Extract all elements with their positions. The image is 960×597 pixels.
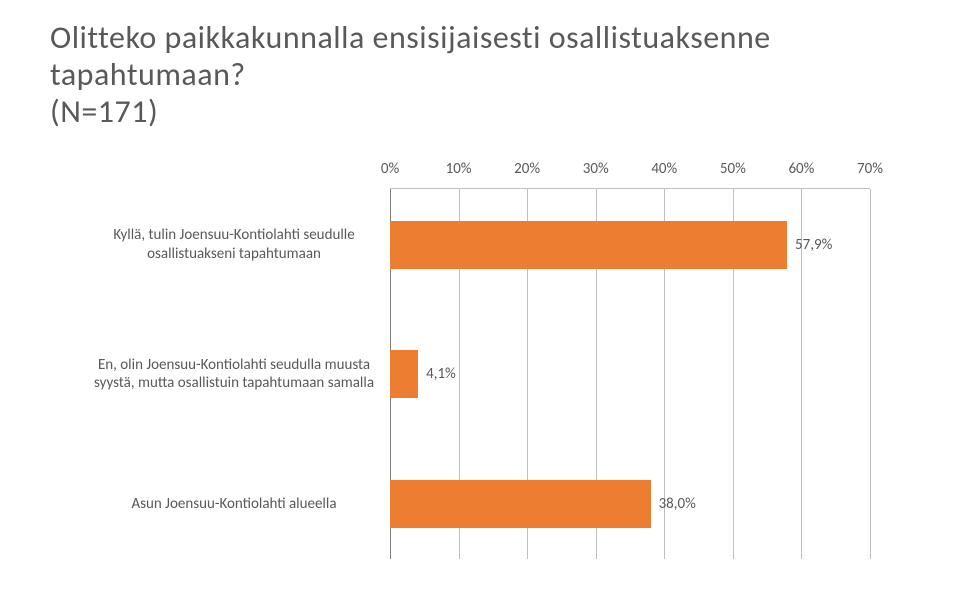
x-tick-label: 20% bbox=[514, 160, 540, 178]
bar-wrap: 57,9% bbox=[390, 221, 870, 269]
category-label: Asun Joensuu-Kontiolahti alueella bbox=[90, 495, 390, 514]
chart-row: Kyllä, tulin Joensuu-Kontiolahti seudull… bbox=[90, 221, 870, 269]
bar bbox=[390, 221, 787, 269]
chart-row: Asun Joensuu-Kontiolahti alueella 38,0% bbox=[90, 480, 870, 528]
title-line-1: Olitteko paikkakunnalla ensisijaisesti o… bbox=[50, 18, 771, 94]
bar-value-label: 4,1% bbox=[418, 350, 456, 398]
bar-value-label: 38,0% bbox=[651, 480, 696, 528]
slide-title: Olitteko paikkakunnalla ensisijaisesti o… bbox=[50, 20, 870, 130]
plot-row: Kyllä, tulin Joensuu-Kontiolahti seudull… bbox=[90, 188, 870, 559]
x-tick-label: 50% bbox=[720, 160, 746, 178]
gridline bbox=[870, 189, 871, 559]
x-tick-label: 10% bbox=[446, 160, 472, 178]
x-axis-ticks: 0%10%20%30%40%50%60%70% bbox=[390, 160, 870, 182]
x-tick-label: 70% bbox=[857, 160, 883, 178]
slide: Olitteko paikkakunnalla ensisijaisesti o… bbox=[0, 0, 960, 597]
bar-wrap: 4,1% bbox=[390, 350, 870, 398]
bar bbox=[390, 350, 418, 398]
category-label: En, olin Joensuu-Kontiolahti seudulla mu… bbox=[90, 356, 390, 394]
x-axis: 0%10%20%30%40%50%60%70% bbox=[90, 160, 870, 182]
chart-row: En, olin Joensuu-Kontiolahti seudulla mu… bbox=[90, 350, 870, 398]
category-label: Kyllä, tulin Joensuu-Kontiolahti seudull… bbox=[90, 226, 390, 264]
x-tick-label: 0% bbox=[381, 160, 399, 178]
x-tick-label: 60% bbox=[788, 160, 814, 178]
bar bbox=[390, 480, 651, 528]
bar-value-label: 57,9% bbox=[787, 221, 832, 269]
bar-wrap: 38,0% bbox=[390, 480, 870, 528]
x-tick-label: 40% bbox=[651, 160, 677, 178]
bar-chart: 0%10%20%30%40%50%60%70% Kyllä, tulin Joe… bbox=[90, 160, 870, 559]
title-line-2: (N=171) bbox=[50, 92, 158, 131]
x-tick-label: 30% bbox=[583, 160, 609, 178]
plot-area: Kyllä, tulin Joensuu-Kontiolahti seudull… bbox=[390, 188, 870, 559]
